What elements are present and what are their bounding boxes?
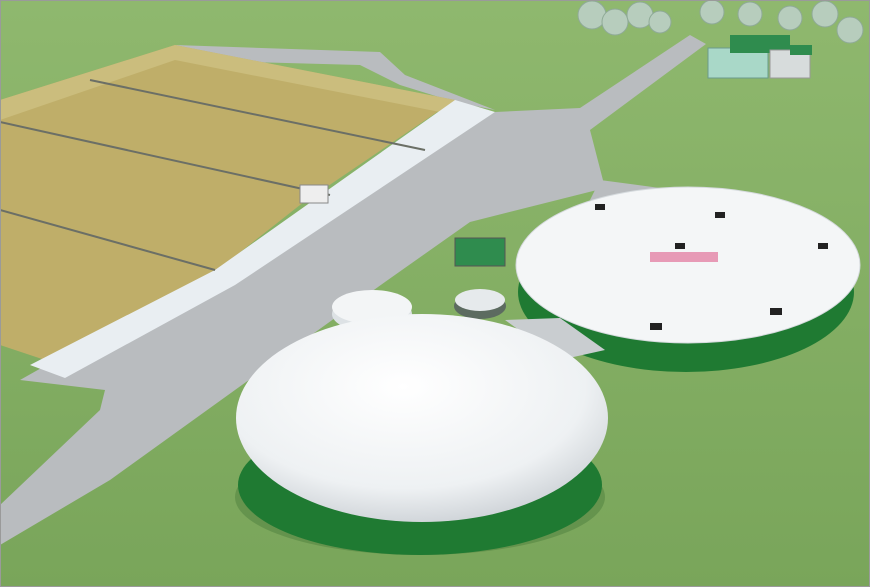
dome-roof — [236, 314, 608, 522]
bunker-top — [0, 45, 455, 120]
bunker-hut — [299, 184, 329, 204]
tank-roof — [515, 186, 861, 344]
bunker-dividers — [0, 79, 426, 271]
roof-hatches — [595, 204, 828, 330]
silage-bunker — [0, 45, 455, 365]
roof-marker — [650, 252, 718, 262]
small-tank — [455, 289, 505, 311]
pump-house — [454, 237, 506, 267]
bunker-wall — [30, 100, 495, 378]
main-road — [0, 35, 706, 545]
trees — [577, 0, 864, 44]
platform — [505, 318, 605, 360]
building — [707, 35, 812, 79]
